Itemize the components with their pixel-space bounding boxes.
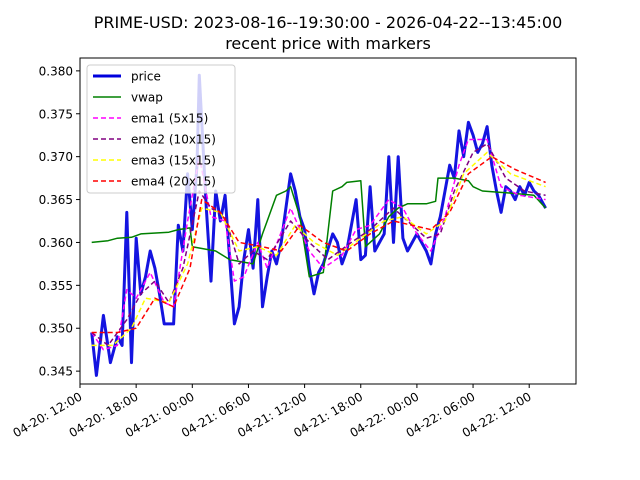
legend-label-ema1: ema1 (5x15): [131, 112, 208, 126]
legend-label-ema4: ema4 (20x15): [131, 175, 216, 189]
y-tick-label: 0.350: [39, 322, 73, 336]
legend: price vwap ema1 (5x15) ema2 (10x15) ema3 (15…: [86, 64, 236, 194]
legend-label-price: price: [131, 70, 161, 84]
legend-label-ema2: ema2 (10x15): [131, 133, 216, 147]
y-tick-label: 0.365: [39, 193, 73, 207]
series-line-ema3: [91, 151, 546, 347]
y-tick-label: 0.375: [39, 107, 73, 121]
series-line-ema2: [91, 143, 546, 347]
plot-frame: [79, 57, 577, 385]
chart-title: PRIME-USD: 2023-08-16--19:30:00 - 2026-0…: [94, 13, 563, 32]
legend-label-vwap: vwap: [131, 91, 163, 105]
y-tick-label: 0.345: [39, 365, 73, 379]
y-tick-label: 0.370: [39, 150, 73, 164]
legend-label-ema3: ema3 (15x15): [131, 154, 216, 168]
legend-box: [86, 64, 236, 194]
y-tick-label: 0.355: [39, 279, 73, 293]
series-line-vwap: [91, 177, 547, 278]
series-line-price: [90, 73, 547, 377]
y-tick-label: 0.360: [39, 236, 73, 250]
y-axis: 0.345 0.350 0.355 0.360 0.365 0.370 0.375 0.380: [39, 64, 80, 379]
series-layer: [90, 73, 547, 377]
chart-subtitle: recent price with markers: [225, 34, 431, 53]
y-tick-label: 0.380: [39, 64, 73, 78]
series-line-ema1: [91, 138, 546, 351]
series-line-ema4: [91, 155, 546, 334]
